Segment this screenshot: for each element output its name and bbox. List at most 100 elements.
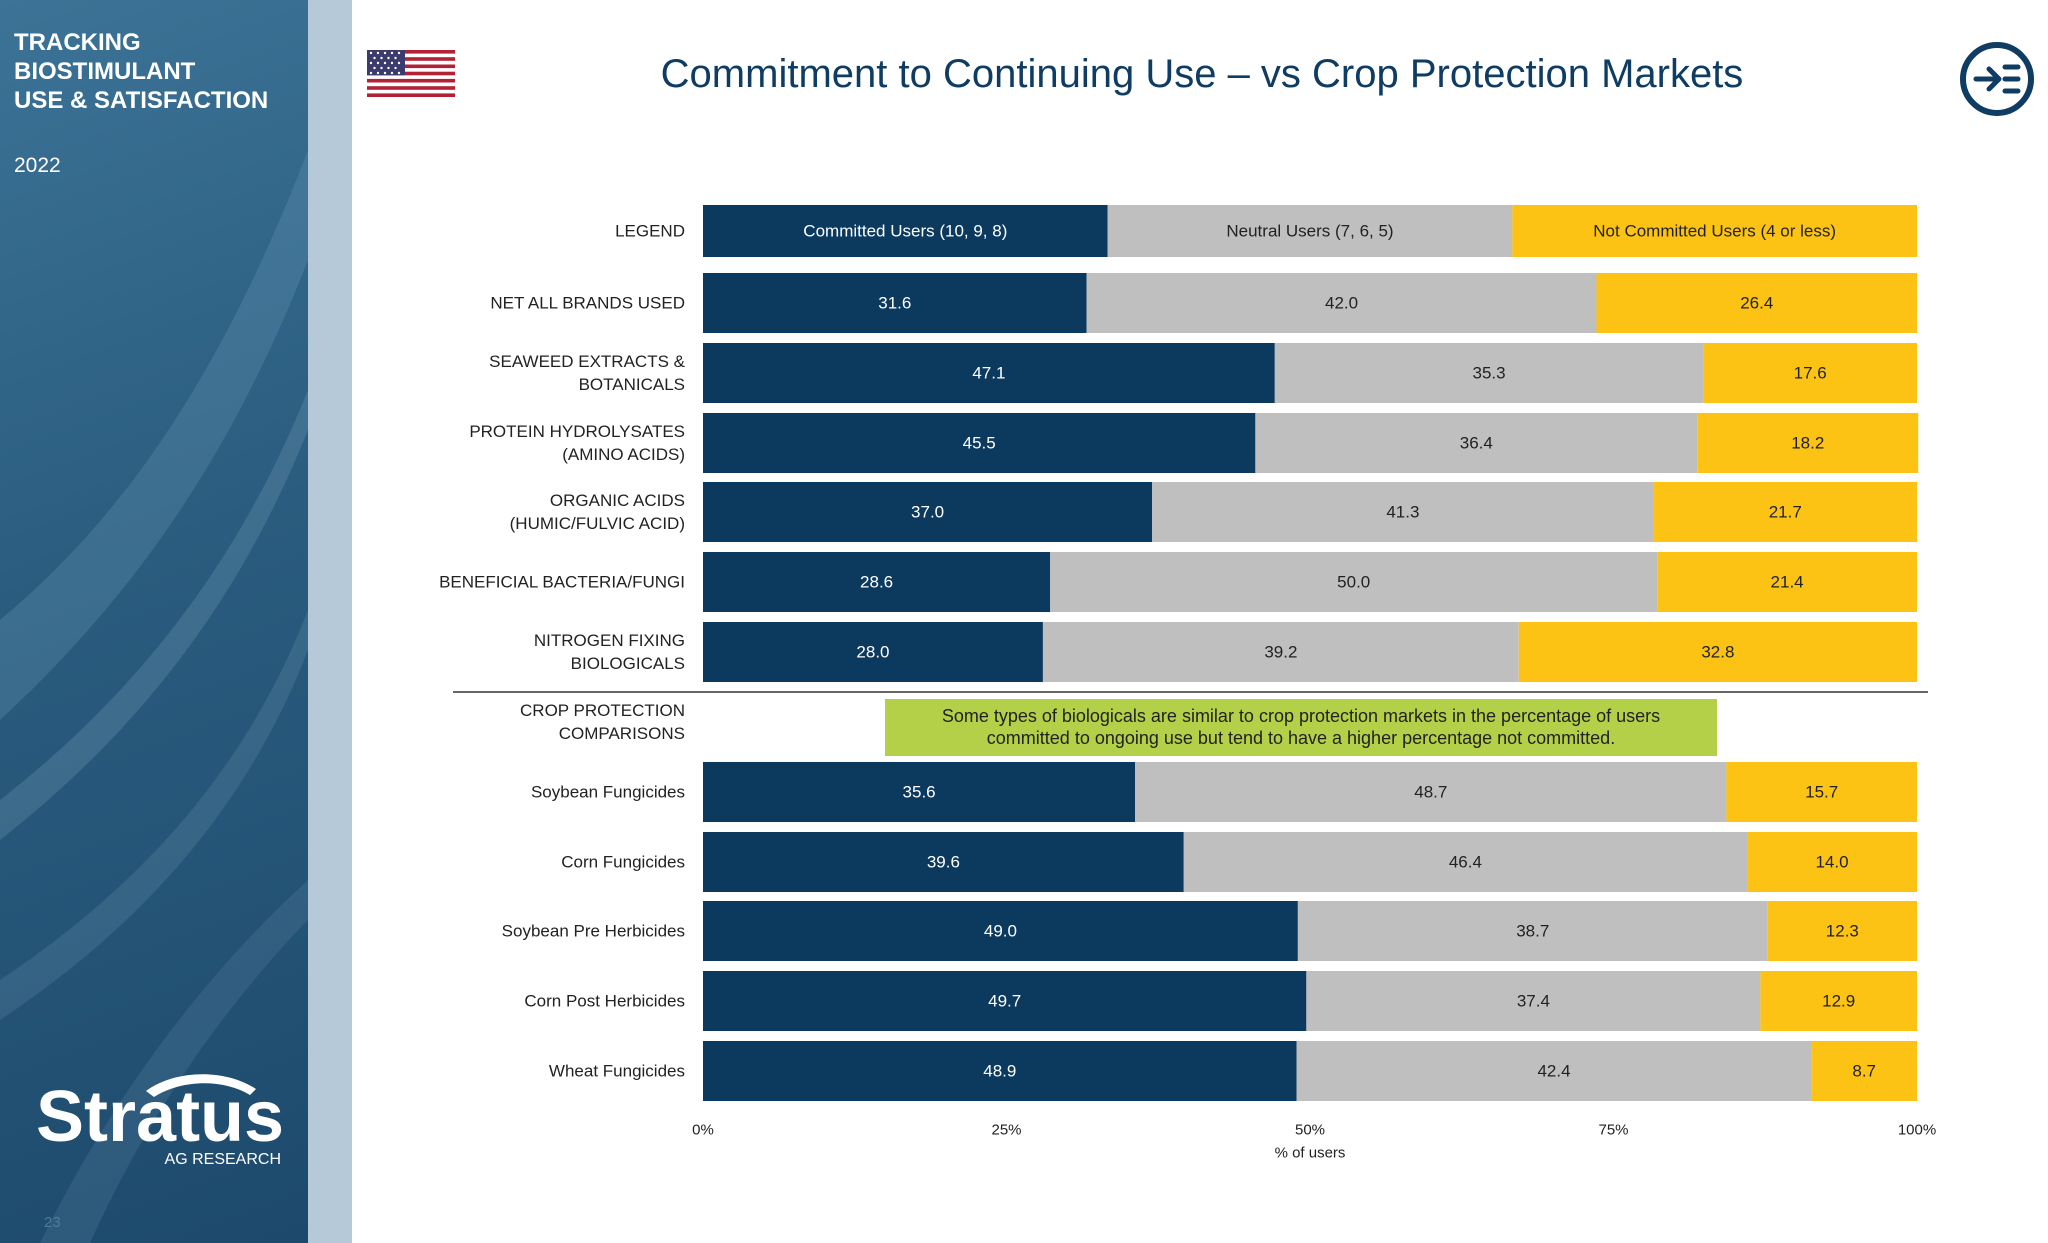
- bar-not_committed: [1596, 273, 1917, 333]
- bar-value-label: 49.0: [984, 922, 1017, 941]
- bar-neutral: [1306, 971, 1761, 1031]
- bar-value-label: 47.1: [972, 364, 1005, 383]
- bar-value-label: 36.4: [1460, 434, 1493, 453]
- x-tick-label: 75%: [1598, 1122, 1628, 1139]
- logo-wordmark: Stratus: [36, 1077, 284, 1157]
- bar-neutral: [1183, 832, 1748, 892]
- bar-not_committed: [1657, 552, 1917, 612]
- bar-committed: [703, 971, 1307, 1031]
- page-number: 23: [44, 1214, 61, 1231]
- legend-row-label: LEGEND: [615, 222, 685, 241]
- bar-value-label: 42.4: [1537, 1062, 1570, 1081]
- x-tick-label: 0%: [692, 1122, 714, 1139]
- bar-value-label: 17.6: [1794, 364, 1827, 383]
- report-title: TRACKING BIOSTIMULANT USE & SATISFACTION: [14, 29, 269, 114]
- arrow-into-list-icon[interactable]: [1958, 40, 2036, 118]
- bar-committed: [703, 832, 1184, 892]
- report-year: 2022: [14, 154, 61, 177]
- x-axis-title: % of users: [1275, 1145, 1346, 1162]
- x-tick-label: 25%: [991, 1122, 1021, 1139]
- bar-value-label: 32.8: [1701, 643, 1734, 662]
- bar-committed: [703, 622, 1043, 682]
- category-label: BENEFICIAL BACTERIA/FUNGI: [439, 573, 685, 592]
- us-flag-icon: [367, 50, 455, 97]
- bar-value-label: 37.0: [911, 503, 944, 522]
- bar-neutral: [1297, 901, 1768, 961]
- bar-committed: [703, 482, 1153, 542]
- x-tick-label: 50%: [1295, 1122, 1325, 1139]
- bar-value-label: 39.2: [1264, 643, 1297, 662]
- bar-value-label: 15.7: [1805, 783, 1838, 802]
- page-title: Commitment to Continuing Use – vs Crop P…: [660, 52, 1744, 96]
- category-label: (HUMIC/FULVIC ACID): [510, 514, 685, 533]
- category-label: NITROGEN FIXING: [534, 631, 685, 650]
- bar-not_committed: [1697, 413, 1919, 473]
- bar-neutral: [1135, 762, 1727, 822]
- annotation-text: committed to ongoing use but tend to hav…: [987, 728, 1615, 748]
- category-label: Soybean Pre Herbicides: [502, 922, 685, 941]
- x-tick-label: 100%: [1898, 1122, 1936, 1139]
- bar-value-label: 18.2: [1791, 434, 1824, 453]
- bar-value-label: 46.4: [1449, 853, 1482, 872]
- sidebar-divider-strip: [308, 0, 352, 1243]
- bar-value-label: 12.9: [1822, 992, 1855, 1011]
- bar-neutral: [1255, 413, 1698, 473]
- bar-value-label: 45.5: [963, 434, 996, 453]
- stratus-logo: Stratus AG RESEARCH: [36, 1074, 284, 1165]
- bar-neutral: [1050, 552, 1658, 612]
- category-label: (AMINO ACIDS): [562, 445, 685, 464]
- category-label: ORGANIC ACIDS: [550, 491, 685, 510]
- bar-value-label: 35.6: [903, 783, 936, 802]
- category-label: Wheat Fungicides: [549, 1062, 685, 1081]
- bar-value-label: 42.0: [1325, 294, 1358, 313]
- bar-not_committed: [1703, 343, 1917, 403]
- bar-value-label: 8.7: [1852, 1062, 1876, 1081]
- bar-value-label: 21.7: [1769, 503, 1802, 522]
- sidebar: TRACKING BIOSTIMULANT USE & SATISFACTION…: [0, 0, 308, 1243]
- bar-committed: [703, 762, 1136, 822]
- bar-not_committed: [1518, 622, 1917, 682]
- bar-value-label: 31.6: [878, 294, 911, 313]
- bar-not_committed: [1760, 971, 1917, 1031]
- bar-value-label: 12.3: [1826, 922, 1859, 941]
- annotation-box: [885, 699, 1717, 756]
- group-heading: CROP PROTECTION: [520, 701, 685, 720]
- bar-neutral: [1086, 273, 1597, 333]
- sidebar-background-photo: [0, 150, 308, 1243]
- legend-swatch-committed: [703, 205, 1108, 257]
- bar-not_committed: [1726, 762, 1917, 822]
- legend-label-committed: Committed Users (10, 9, 8): [803, 222, 1007, 241]
- logo-subtitle: AG RESEARCH: [165, 1151, 281, 1165]
- bar-neutral: [1042, 622, 1519, 682]
- bar-value-label: 49.7: [988, 992, 1021, 1011]
- bar-value-label: 28.6: [860, 573, 893, 592]
- category-label: SEAWEED EXTRACTS &: [489, 352, 686, 371]
- legend-swatch-not_committed: [1512, 205, 1917, 257]
- bar-value-label: 37.4: [1517, 992, 1550, 1011]
- category-label: Corn Fungicides: [561, 853, 685, 872]
- bar-neutral: [1296, 1041, 1812, 1101]
- bar-value-label: 26.4: [1740, 294, 1773, 313]
- bar-value-label: 28.0: [856, 643, 889, 662]
- bar-value-label: 21.4: [1771, 573, 1804, 592]
- bar-value-label: 35.3: [1473, 364, 1506, 383]
- bar-value-label: 41.3: [1386, 503, 1419, 522]
- bar-committed: [703, 413, 1256, 473]
- bar-not_committed: [1653, 482, 1917, 542]
- category-label: PROTEIN HYDROLYSATES: [469, 422, 685, 441]
- legend-label-not_committed: Not Committed Users (4 or less): [1593, 222, 1836, 241]
- legend-swatch-neutral: [1107, 205, 1513, 257]
- annotation-text: Some types of biologicals are similar to…: [942, 706, 1660, 726]
- bar-committed: [703, 273, 1087, 333]
- category-label: Corn Post Herbicides: [524, 992, 685, 1011]
- bar-value-label: 48.7: [1414, 783, 1447, 802]
- legend-label-neutral: Neutral Users (7, 6, 5): [1226, 222, 1393, 241]
- category-label: Soybean Fungicides: [531, 783, 685, 802]
- bar-committed: [703, 552, 1051, 612]
- bar-committed: [703, 1041, 1297, 1101]
- bar-not_committed: [1811, 1041, 1917, 1101]
- category-label: NET ALL BRANDS USED: [490, 294, 685, 313]
- bar-value-label: 38.7: [1516, 922, 1549, 941]
- bar-value-label: 48.9: [983, 1062, 1016, 1081]
